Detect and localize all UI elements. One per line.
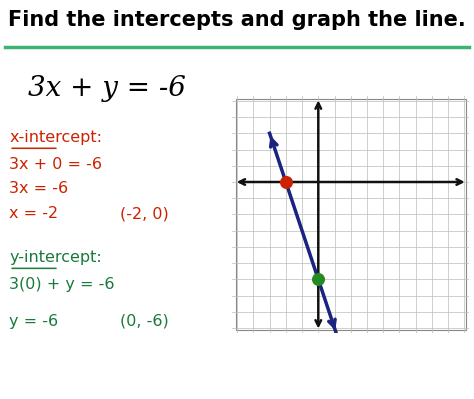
Point [282,179,290,185]
Text: (0, -6): (0, -6) [119,314,168,329]
Text: y-intercept:: y-intercept: [9,250,102,265]
Text: 3x + y = -6: 3x + y = -6 [27,75,185,102]
Text: 3x = -6: 3x = -6 [9,182,68,196]
Point [315,276,322,282]
Text: x = -2: x = -2 [9,206,58,221]
Text: y = -6: y = -6 [9,314,58,329]
Text: x-intercept:: x-intercept: [9,130,102,145]
Text: 3(0) + y = -6: 3(0) + y = -6 [9,277,115,292]
Text: 3x + 0 = -6: 3x + 0 = -6 [9,157,102,172]
Text: (-2, 0): (-2, 0) [119,206,168,221]
Text: Find the intercepts and graph the line.: Find the intercepts and graph the line. [8,10,466,30]
